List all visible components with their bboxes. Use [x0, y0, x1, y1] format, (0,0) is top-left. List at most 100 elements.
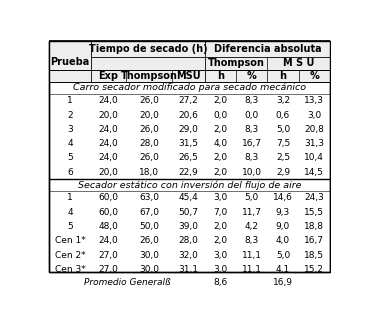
Text: 20,8: 20,8	[304, 125, 324, 134]
Text: 26,0: 26,0	[139, 236, 159, 245]
Text: h: h	[217, 71, 224, 81]
Text: 5,0: 5,0	[276, 250, 290, 260]
Text: 30,0: 30,0	[139, 265, 159, 274]
Text: 16,7: 16,7	[304, 236, 324, 245]
Text: 4,1: 4,1	[276, 265, 290, 274]
Text: 60,0: 60,0	[99, 208, 118, 217]
Text: 4: 4	[67, 139, 73, 148]
Text: 8,3: 8,3	[245, 125, 259, 134]
Text: Tiempo de secado (h): Tiempo de secado (h)	[89, 44, 207, 54]
Text: 3,0: 3,0	[213, 250, 228, 260]
Text: 4,0: 4,0	[213, 139, 227, 148]
Text: 30,0: 30,0	[139, 250, 159, 260]
Text: 24,0: 24,0	[99, 139, 118, 148]
Text: 2,9: 2,9	[276, 168, 290, 177]
Text: 50,0: 50,0	[139, 222, 159, 231]
Text: Cen 2*: Cen 2*	[54, 250, 85, 260]
Text: 18,8: 18,8	[304, 222, 324, 231]
Text: 26,0: 26,0	[139, 125, 159, 134]
Text: 4: 4	[67, 208, 73, 217]
Text: Thompson: Thompson	[208, 58, 265, 68]
Text: 14,6: 14,6	[273, 193, 293, 202]
Text: Secador estático con inversión del flujo de aire: Secador estático con inversión del flujo…	[78, 180, 301, 190]
Text: 15,5: 15,5	[304, 208, 324, 217]
Text: 31,1: 31,1	[178, 265, 198, 274]
Text: 2,5: 2,5	[276, 153, 290, 162]
Bar	[49, 41, 330, 82]
Text: 24,0: 24,0	[99, 96, 118, 105]
Text: 24,0: 24,0	[99, 153, 118, 162]
Text: 18,0: 18,0	[139, 168, 159, 177]
Text: 20,0: 20,0	[139, 111, 159, 120]
Text: 3,0: 3,0	[213, 265, 228, 274]
Text: 28,0: 28,0	[139, 139, 159, 148]
Text: 16,9: 16,9	[273, 278, 293, 287]
Text: 31,5: 31,5	[178, 139, 198, 148]
Text: 28,0: 28,0	[178, 236, 198, 245]
Text: 3,2: 3,2	[276, 96, 290, 105]
Text: 67,0: 67,0	[139, 208, 159, 217]
Text: 22,9: 22,9	[178, 168, 198, 177]
Text: Promedio Generalß: Promedio Generalß	[84, 278, 170, 287]
Text: 10,0: 10,0	[242, 168, 262, 177]
Text: 32,0: 32,0	[178, 250, 198, 260]
Text: 5: 5	[67, 222, 73, 231]
Text: 50,7: 50,7	[178, 208, 198, 217]
Text: 63,0: 63,0	[139, 193, 159, 202]
Text: 24,0: 24,0	[99, 125, 118, 134]
Text: 20,0: 20,0	[99, 168, 118, 177]
Text: 1: 1	[67, 193, 73, 202]
Text: 0,0: 0,0	[213, 111, 228, 120]
Text: 45,4: 45,4	[178, 193, 198, 202]
Text: 24,3: 24,3	[304, 193, 324, 202]
Text: 2,0: 2,0	[213, 125, 227, 134]
Text: 48,0: 48,0	[99, 222, 118, 231]
Text: 8,3: 8,3	[245, 96, 259, 105]
Text: 2,0: 2,0	[213, 236, 227, 245]
Text: 7,0: 7,0	[213, 208, 228, 217]
Text: 10,4: 10,4	[304, 153, 324, 162]
Text: MSU: MSU	[176, 71, 201, 81]
Text: 4,0: 4,0	[276, 236, 290, 245]
Text: 6: 6	[67, 168, 73, 177]
Text: 27,2: 27,2	[178, 96, 198, 105]
Text: 11,7: 11,7	[242, 208, 262, 217]
Text: 8,6: 8,6	[213, 278, 228, 287]
Text: 7,5: 7,5	[276, 139, 290, 148]
Text: 9,3: 9,3	[276, 208, 290, 217]
Text: Cen 3*: Cen 3*	[54, 265, 85, 274]
Text: %: %	[309, 71, 319, 81]
Text: 1: 1	[67, 96, 73, 105]
Text: Carro secador modificado para secado mecánico: Carro secador modificado para secado mec…	[73, 83, 306, 92]
Text: M S U: M S U	[283, 58, 314, 68]
Text: 8,3: 8,3	[245, 236, 259, 245]
Text: 13,3: 13,3	[304, 96, 324, 105]
Text: Thompson: Thompson	[121, 71, 177, 81]
Text: 20,0: 20,0	[99, 111, 118, 120]
Text: 15,2: 15,2	[304, 265, 324, 274]
Text: 11,1: 11,1	[242, 250, 262, 260]
Text: Exp: Exp	[99, 71, 118, 81]
Text: 27,0: 27,0	[99, 250, 118, 260]
Text: 20,6: 20,6	[178, 111, 198, 120]
Text: Cen 1*: Cen 1*	[54, 236, 85, 245]
Text: Diferencia absoluta: Diferencia absoluta	[213, 44, 321, 54]
Text: 16,7: 16,7	[242, 139, 262, 148]
Text: 18,5: 18,5	[304, 250, 324, 260]
Text: 4,2: 4,2	[245, 222, 259, 231]
Text: 3: 3	[67, 125, 73, 134]
Text: 8,3: 8,3	[245, 153, 259, 162]
Text: Prueba: Prueba	[50, 56, 89, 67]
Text: 26,5: 26,5	[178, 153, 198, 162]
Text: 9,0: 9,0	[276, 222, 290, 231]
Text: 26,0: 26,0	[139, 96, 159, 105]
Text: 2,0: 2,0	[213, 168, 227, 177]
Text: 0,0: 0,0	[245, 111, 259, 120]
Text: 39,0: 39,0	[178, 222, 198, 231]
Text: h: h	[279, 71, 286, 81]
Text: 24,0: 24,0	[99, 236, 118, 245]
Text: 60,0: 60,0	[99, 193, 118, 202]
Text: 29,0: 29,0	[178, 125, 198, 134]
Text: 14,5: 14,5	[304, 168, 324, 177]
Text: 2,0: 2,0	[213, 222, 227, 231]
